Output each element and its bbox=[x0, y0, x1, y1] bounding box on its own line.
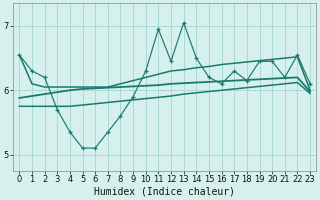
X-axis label: Humidex (Indice chaleur): Humidex (Indice chaleur) bbox=[94, 187, 235, 197]
